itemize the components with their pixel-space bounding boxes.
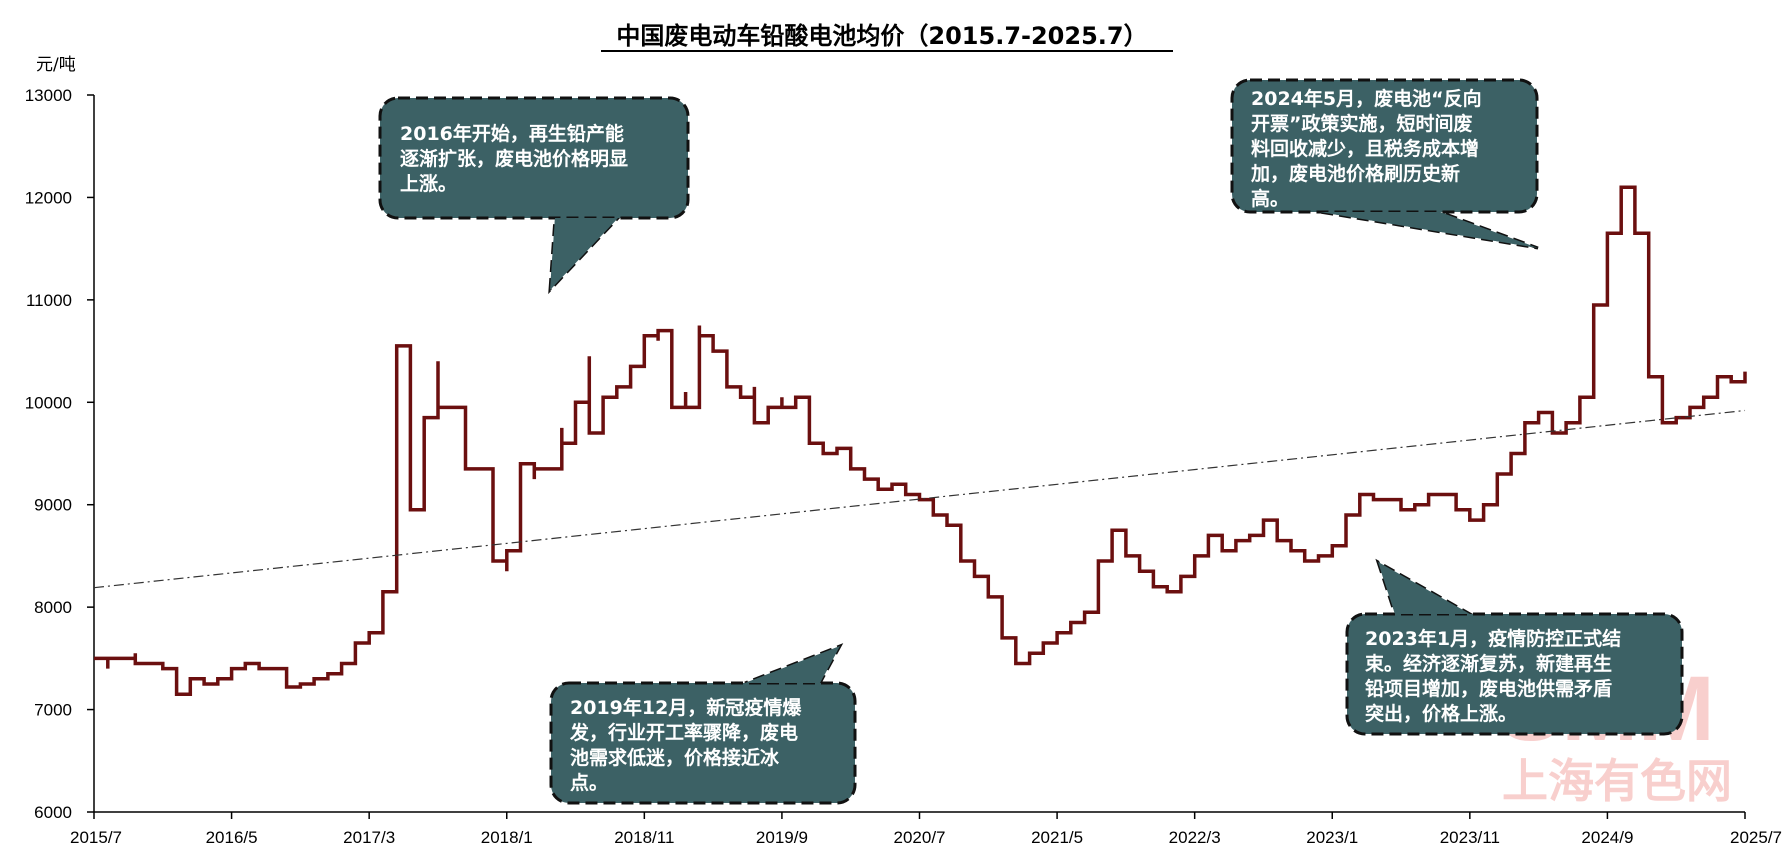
x-tick-label: 2019/9: [756, 828, 808, 847]
annotation-line: 开票”政策实施，短时间废: [1251, 112, 1473, 135]
x-tick-label: 2023/1: [1306, 828, 1358, 847]
y-ticks: 6000 7000 8000 9000 10000 11000 12000 13000: [25, 86, 94, 822]
bubble-box: [378, 96, 690, 220]
y-tick-label: 8000: [34, 598, 72, 617]
y-tick-label: 10000: [25, 393, 72, 412]
y-unit-label: 元/吨: [36, 55, 76, 75]
annotation-line: 2019年12月，新冠疫情爆: [570, 696, 802, 719]
x-ticks: 2015/7 2016/5 2017/3 2018/1 2018/11 2019/9 202…: [70, 812, 1782, 847]
annotation-line: 上涨。: [400, 173, 457, 195]
x-tick-label: 2020/7: [894, 828, 946, 847]
annotation-line: 点。: [570, 772, 608, 794]
bubble-box: [1345, 612, 1684, 736]
bubble-box: [1230, 78, 1539, 214]
chart-title: 中国废电动车铅酸电池均价（2015.7-2025.7）: [616, 22, 1147, 50]
x-tick-label: 2022/3: [1169, 828, 1221, 847]
annotation-line: 铅项目增加，废电池供需矛盾: [1365, 677, 1612, 700]
annotation-line: 加，废电池价格刷历史新: [1250, 162, 1460, 185]
annotation-line: 2024年5月，废电池“反向: [1251, 87, 1482, 110]
y-tick-label: 6000: [34, 803, 72, 822]
annotation-bubble: 2024年5月，废电池“反向开票”政策实施，短时间废料回收减少，且税务成本增加，…: [1230, 78, 1539, 250]
x-tick-label: 2018/11: [614, 828, 674, 847]
annotation-line: 高。: [1251, 187, 1289, 210]
x-tick-label: 2015/7: [70, 828, 122, 847]
x-tick-label: 2024/9: [1581, 828, 1633, 847]
bubble-tail-fill: [550, 218, 618, 290]
x-tick-label: 2025/7: [1730, 828, 1782, 847]
x-tick-label: 2018/1: [481, 828, 533, 847]
x-tick-label: 2017/3: [343, 828, 395, 847]
annotation-line: 发，行业开工率骤降，废电: [569, 721, 798, 744]
y-tick-label: 13000: [25, 86, 72, 105]
bubble-tail-fill: [745, 646, 840, 683]
x-tick-label: 2016/5: [206, 828, 258, 847]
trend-line: [93, 409, 1746, 589]
bubble-box: [549, 681, 857, 805]
annotation-line: 2016年开始，再生铅产能: [400, 122, 624, 145]
series-group: [93, 185, 1747, 696]
bubble-tail-fill: [1320, 212, 1538, 248]
y-tick-label: 9000: [34, 496, 72, 515]
price-series-line: [94, 185, 1747, 696]
y-tick-label: 7000: [34, 701, 72, 720]
y-tick-label: 11000: [26, 291, 72, 310]
annotation-line: 突出，价格上涨。: [1365, 702, 1517, 725]
annotation-line: 逐渐扩张，废电池价格明显: [400, 147, 628, 170]
x-tick-label: 2023/11: [1440, 828, 1500, 847]
y-tick-label: 12000: [25, 188, 72, 207]
x-tick-label: 2021/5: [1031, 828, 1083, 847]
annotation-line: 料回收减少，且税务成本增: [1251, 137, 1479, 160]
annotation-line: 2023年1月，疫情防控正式结: [1365, 627, 1621, 650]
annotation-line: 束。经济逐渐复苏，新建再生: [1365, 652, 1612, 675]
annotation-bubble: 2023年1月，疫情防控正式结束。经济逐渐复苏，新建再生铅项目增加，废电池供需矛…: [1345, 558, 1684, 736]
annotation-line: 池需求低迷，价格接近冰: [570, 746, 780, 769]
bubble-tail-fill: [1378, 562, 1470, 614]
watermark-text: 上海有色网: [1502, 754, 1732, 808]
